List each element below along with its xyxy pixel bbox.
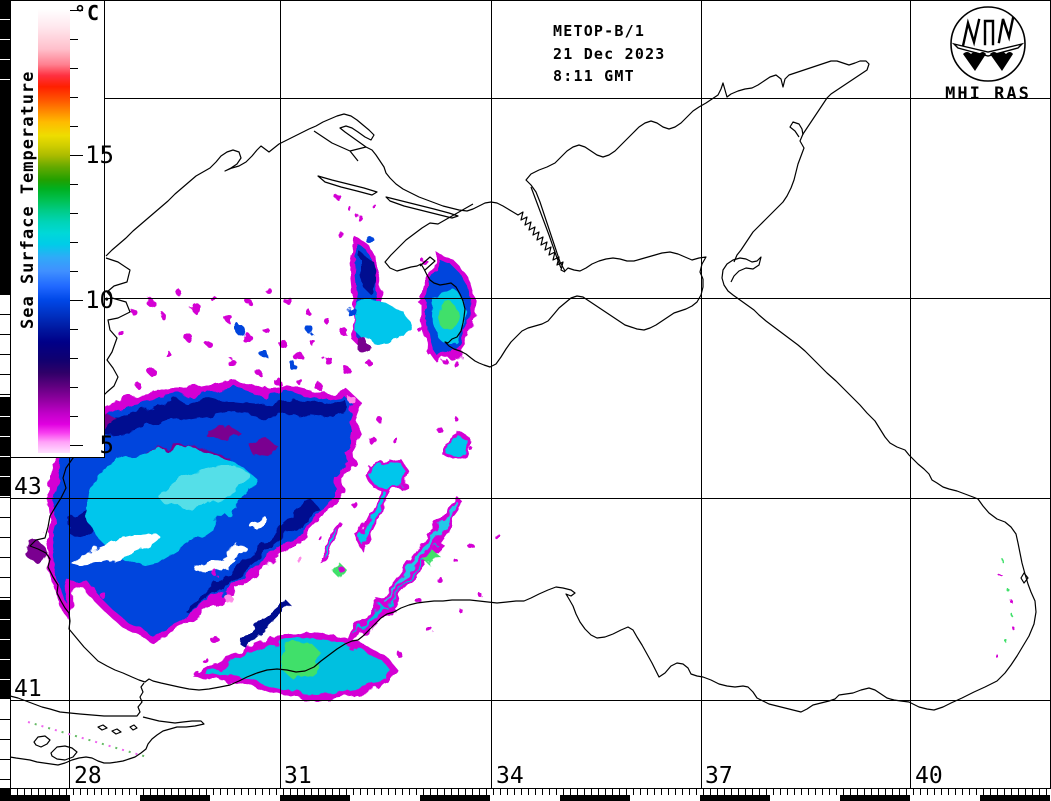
colorbar-ticks	[70, 10, 78, 447]
lat-label-43: 43	[14, 474, 42, 500]
lon-label-31: 31	[284, 763, 312, 789]
acquisition-time: 8:11 GMT	[553, 67, 635, 85]
colorbar-gradient	[38, 9, 70, 453]
lon-label-40: 40	[915, 763, 943, 789]
colorbar-label-5: 5	[99, 431, 114, 459]
header-block: METOP-B/1 21 Dec 2023 8:11 GMT	[553, 20, 666, 88]
colorbar-label-15: 15	[85, 141, 114, 169]
satellite-name: METOP-B/1	[553, 22, 646, 40]
coastline	[9, 60, 1037, 766]
mhi-ras-logo: MHI RAS	[938, 4, 1038, 104]
mhi-ras-emblem-icon	[950, 6, 1026, 82]
colorbar-label-10: 10	[85, 286, 114, 314]
lon-label-28: 28	[74, 763, 102, 789]
lon-label-34: 34	[496, 763, 524, 789]
acquisition-date: 21 Dec 2023	[553, 44, 666, 63]
colorbar-unit: °C	[74, 1, 101, 25]
ruler-corner	[0, 788, 10, 801]
lat-label-41: 41	[14, 676, 42, 702]
track-line	[27, 721, 148, 758]
colorbar-panel: Sea Surface Temperature 15 10 5 °C	[11, 1, 114, 458]
lon-label-37: 37	[705, 763, 733, 789]
logo-label: MHI RAS	[945, 84, 1031, 104]
sst-speckle-layer	[87, 193, 1017, 675]
longitude-ruler-bar	[10, 795, 1051, 801]
